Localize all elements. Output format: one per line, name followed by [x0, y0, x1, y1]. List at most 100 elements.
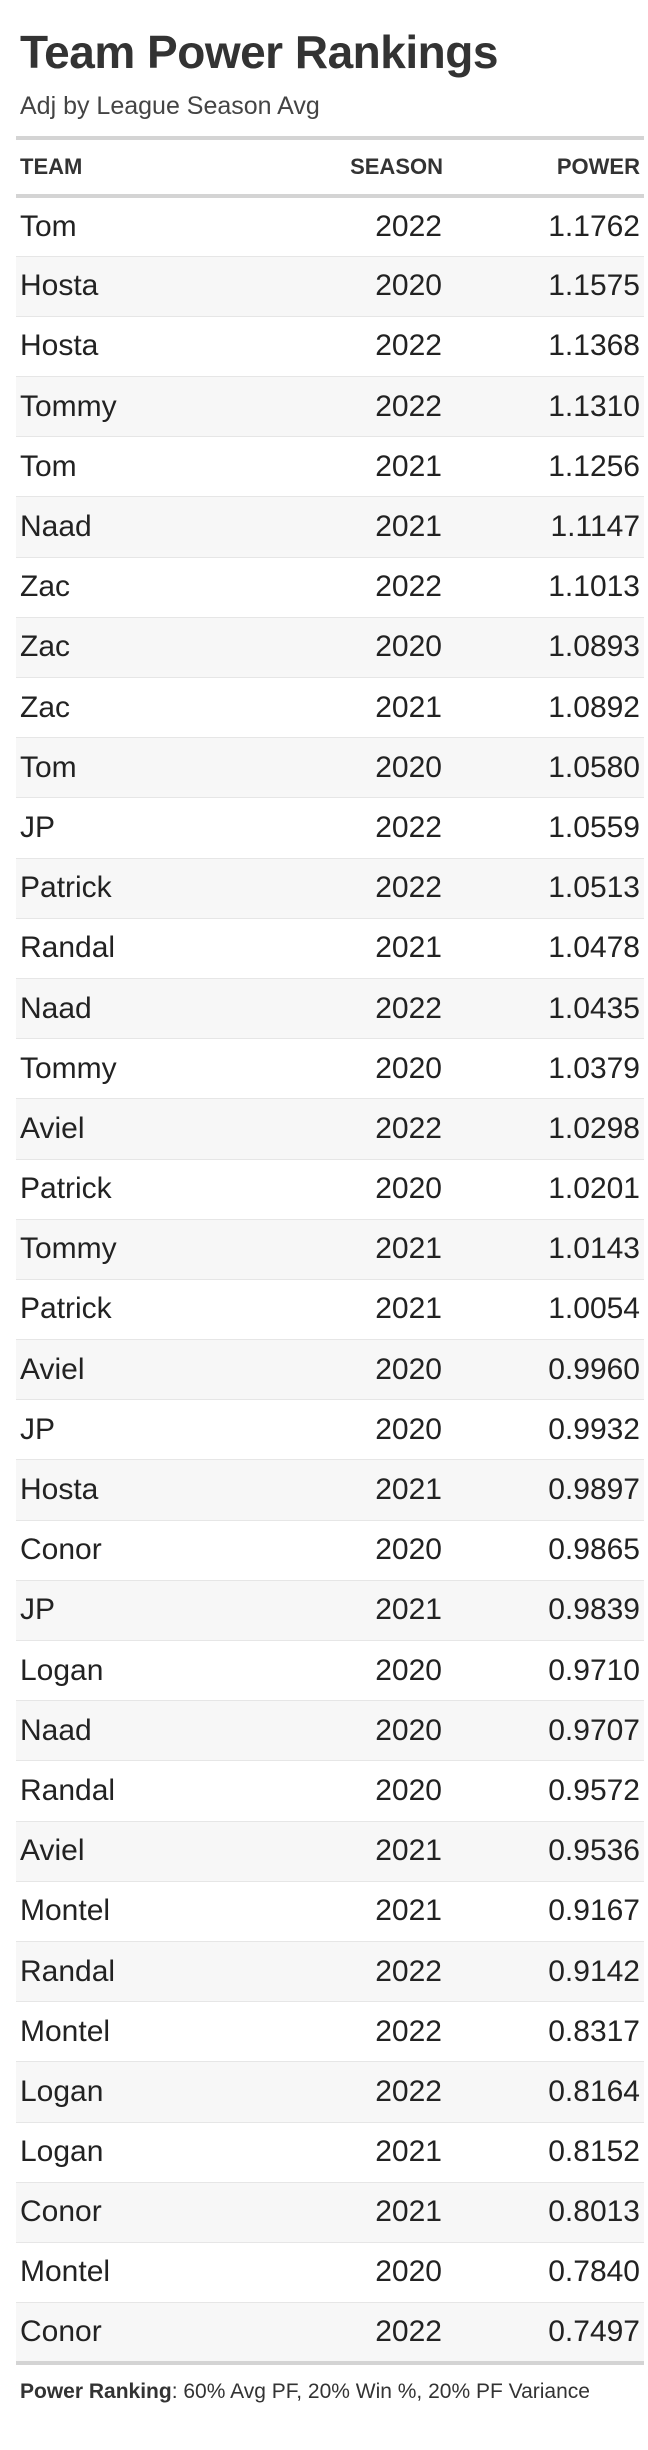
header-row: TEAM SEASON POWER: [16, 138, 644, 196]
table-row: Naad 2022 1.0435: [16, 978, 644, 1039]
power-rankings-table-widget: Team Power Rankings Adj by League Season…: [8, 0, 648, 2407]
table-row: Tom 2020 1.0580: [16, 737, 644, 798]
table-row: Aviel 2021 0.9536: [16, 1821, 644, 1882]
cell-season: 2021: [375, 1473, 442, 1507]
column-header-season: SEASON: [350, 154, 443, 179]
rankings-table: TEAM SEASON POWER Tom 2022 1.1762 Hosta 2020…: [16, 136, 644, 2365]
cell-power: 1.1147: [550, 510, 640, 544]
table-row: Logan 2020 0.9710: [16, 1641, 644, 1701]
cell-power: 0.9897: [548, 1473, 640, 1507]
table-row: Patrick 2022 1.0513: [16, 858, 644, 919]
cell-season: 2020: [375, 1412, 442, 1446]
cell-season: 2021: [375, 449, 442, 483]
cell-power: 1.1013: [548, 570, 640, 604]
footnote: Power Ranking: 60% Avg PF, 20% Win %, 20…: [20, 2377, 648, 2407]
cell-season: 2021: [375, 931, 442, 965]
cell-season: 2022: [375, 871, 442, 905]
table-row: Aviel 2020 0.9960: [16, 1339, 644, 1400]
table-row: Randal 2021 1.0478: [16, 918, 644, 979]
cell-power: 0.7840: [548, 2255, 640, 2289]
cell-power: 1.0559: [548, 810, 640, 844]
cell-power: 0.9710: [548, 1653, 640, 1687]
cell-team: Randal: [20, 1773, 116, 1807]
cell-team: Conor: [20, 2195, 102, 2229]
cell-season: 2022: [375, 389, 442, 423]
cell-season: 2021: [375, 1894, 442, 1928]
cell-power: 0.8013: [548, 2195, 640, 2229]
cell-team: Logan: [20, 2135, 104, 2169]
cell-team: Aviel: [20, 1352, 85, 1386]
table-row: Zac 2020 1.0893: [16, 617, 644, 678]
column-header-power: POWER: [556, 154, 640, 179]
cell-team: Montel: [20, 2014, 111, 2048]
page-subtitle: Adj by League Season Avg: [20, 92, 320, 120]
cell-power: 1.1575: [548, 269, 640, 303]
cell-team: Patrick: [20, 1172, 112, 1206]
cell-power: 1.0893: [548, 630, 640, 664]
footnote-label: Power Ranking: [20, 2379, 172, 2403]
footnote-text: : 60% Avg PF, 20% Win %, 20% PF Variance: [171, 2379, 590, 2403]
cell-power: 0.7497: [548, 2314, 640, 2348]
cell-power: 0.8164: [548, 2074, 640, 2108]
cell-season: 2020: [375, 1051, 442, 1085]
cell-season: 2021: [375, 1834, 442, 1868]
table-row: Montel 2022 0.8317: [16, 2002, 644, 2062]
cell-power: 1.0513: [548, 871, 640, 905]
cell-power: 0.9707: [548, 1713, 640, 1747]
table-row: JP 2022 1.0559: [16, 798, 644, 859]
cell-team: Zac: [20, 630, 71, 664]
cell-power: 0.9839: [548, 1593, 640, 1627]
table-row: Tom 2021 1.1256: [16, 437, 644, 497]
table-row: Patrick 2021 1.0054: [16, 1279, 644, 1340]
cell-season: 2021: [375, 690, 442, 724]
column-header-team: TEAM: [20, 154, 83, 179]
table-row: Logan 2022 0.8164: [16, 2061, 644, 2122]
cell-team: Zac: [20, 690, 71, 724]
table-row: Conor 2022 0.7497: [16, 2302, 644, 2363]
cell-team: Randal: [20, 931, 116, 965]
cell-season: 2021: [375, 1292, 442, 1326]
cell-team: Hosta: [20, 1473, 99, 1507]
table-header: TEAM SEASON POWER: [16, 138, 644, 196]
cell-season: 2022: [375, 2074, 442, 2108]
table-row: Montel 2020 0.7840: [16, 2242, 644, 2303]
cell-team: Naad: [20, 510, 92, 544]
cell-power: 1.0580: [548, 750, 640, 784]
cell-season: 2020: [375, 269, 442, 303]
cell-season: 2022: [375, 991, 442, 1025]
table-row: Zac 2022 1.1013: [16, 557, 644, 618]
cell-season: 2021: [375, 2135, 442, 2169]
cell-power: 1.0478: [548, 931, 640, 965]
cell-season: 2022: [375, 1111, 442, 1145]
cell-season: 2020: [375, 750, 442, 784]
table-row: Tom 2022 1.1762: [16, 196, 644, 257]
table-row: Patrick 2020 1.0201: [16, 1159, 644, 1220]
cell-team: Tom: [20, 449, 77, 483]
table-row: Tommy 2021 1.0143: [16, 1219, 644, 1280]
cell-season: 2022: [375, 810, 442, 844]
cell-season: 2020: [375, 1172, 442, 1206]
cell-season: 2021: [375, 1232, 442, 1266]
table-row: JP 2021 0.9839: [16, 1580, 644, 1641]
cell-season: 2021: [375, 1593, 442, 1627]
table-row: Tommy 2020 1.0379: [16, 1039, 644, 1099]
cell-power: 1.0435: [548, 991, 640, 1025]
cell-power: 0.9142: [548, 1954, 640, 1988]
cell-season: 2022: [375, 329, 442, 363]
cell-season: 2020: [375, 1533, 442, 1567]
cell-season: 2020: [375, 2255, 442, 2289]
cell-season: 2022: [375, 2314, 442, 2348]
cell-team: Zac: [20, 570, 71, 604]
cell-team: Logan: [20, 1653, 104, 1687]
cell-power: 0.9865: [548, 1533, 640, 1567]
cell-power: 1.0892: [548, 690, 640, 724]
cell-power: 1.1256: [548, 449, 640, 483]
cell-team: Patrick: [20, 1292, 112, 1326]
cell-power: 0.9960: [548, 1352, 640, 1386]
cell-season: 2021: [375, 2195, 442, 2229]
cell-team: JP: [20, 810, 56, 844]
cell-season: 2020: [375, 1653, 442, 1687]
table-row: Hosta 2022 1.1368: [16, 316, 644, 377]
table-body: Tom 2022 1.1762 Hosta 2020 1.1575 Hosta 2022 1.1…: [16, 196, 644, 2363]
cell-team: Montel: [20, 1894, 111, 1928]
